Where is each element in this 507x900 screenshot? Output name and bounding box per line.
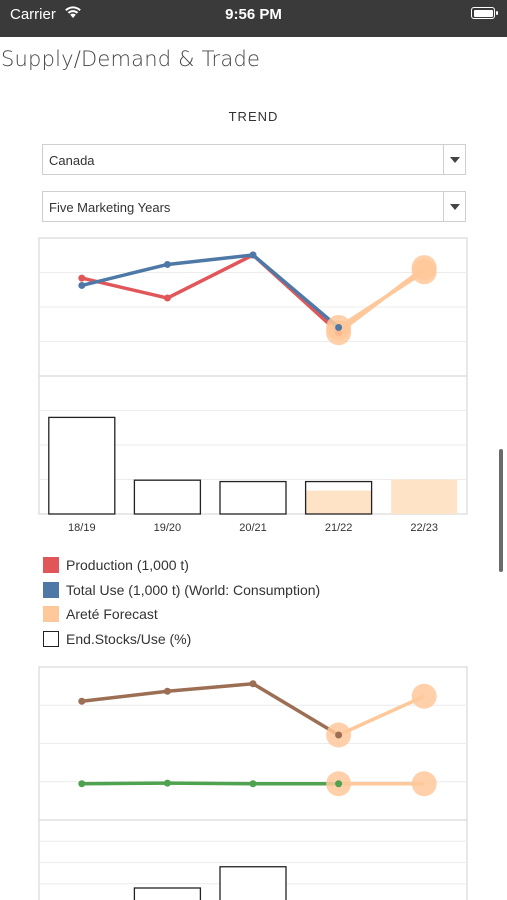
data-point (163, 260, 171, 268)
battery-icon (471, 7, 498, 19)
x-tick-label: 22/23 (410, 522, 438, 534)
bar (219, 480, 287, 515)
data-point (78, 281, 86, 289)
data-point (335, 323, 343, 331)
x-tick-label: 21/22 (325, 522, 353, 534)
legend-swatch (43, 606, 59, 623)
chevron-down-icon (450, 157, 460, 163)
data-point (78, 780, 86, 788)
legend-swatch (43, 557, 59, 574)
range-dropdown-value: Five Marketing Years (49, 200, 171, 215)
carrier-label: Carrier (10, 6, 56, 23)
bar (133, 479, 202, 515)
legend-item: End.Stocks/Use (%) (43, 627, 320, 652)
clock-label: 9:56 PM (225, 6, 282, 23)
data-point (249, 780, 257, 788)
forecast-point (411, 259, 437, 285)
x-tick-label: 18/19 (68, 522, 96, 534)
country-dropdown[interactable]: Canada (42, 144, 466, 175)
data-point (249, 680, 257, 688)
data-point (249, 251, 257, 259)
data-point (163, 687, 171, 695)
data-point (335, 780, 343, 788)
range-dropdown[interactable]: Five Marketing Years (42, 191, 466, 222)
x-tick-label: 20/21 (239, 522, 267, 534)
country-dropdown-value: Canada (49, 153, 95, 168)
forecast-line (337, 270, 426, 329)
wifi-icon (65, 6, 81, 18)
section-title: TREND (228, 109, 279, 124)
data-point (335, 731, 343, 739)
legend-item: Total Use (1,000 t) (World: Consumption) (43, 578, 320, 603)
series-line (81, 253, 340, 329)
data-point (163, 779, 171, 787)
series-line (81, 682, 340, 737)
series-line (81, 781, 339, 786)
forecast-line (337, 694, 425, 737)
chart-frame (38, 666, 468, 900)
scrollbar[interactable] (499, 449, 503, 572)
data-point (163, 294, 171, 302)
forecast-bar (305, 490, 372, 514)
data-point (78, 274, 86, 282)
legend-swatch (43, 581, 59, 598)
bar (304, 480, 373, 515)
bar (133, 887, 202, 900)
legend-swatch (43, 630, 59, 647)
legend-label: End.Stocks/Use (%) (66, 630, 192, 647)
series-line (81, 253, 340, 334)
page-title: Supply/Demand & Trade (1, 47, 261, 71)
forecast-bar (391, 479, 458, 514)
country-dropdown-toggle[interactable] (443, 145, 465, 174)
chevron-down-icon (450, 204, 460, 210)
legend-item: Production (1,000 t) (43, 553, 320, 578)
data-point (78, 697, 86, 705)
bar (48, 416, 116, 515)
bar (219, 866, 287, 900)
forecast-point (411, 683, 437, 709)
x-tick-label: 19/20 (154, 522, 182, 534)
status-bar: Carrier 9:56 PM (0, 0, 507, 37)
forecast-point (411, 771, 437, 797)
legend-label: Production (1,000 t) (66, 557, 189, 574)
legend-label: Areté Forecast (66, 606, 158, 623)
chart-legend: Production (1,000 t) Total Use (1,000 t) … (43, 553, 320, 651)
legend-item: Areté Forecast (43, 602, 320, 627)
range-dropdown-toggle[interactable] (443, 192, 465, 221)
legend-label: Total Use (1,000 t) (World: Consumption) (66, 581, 321, 598)
